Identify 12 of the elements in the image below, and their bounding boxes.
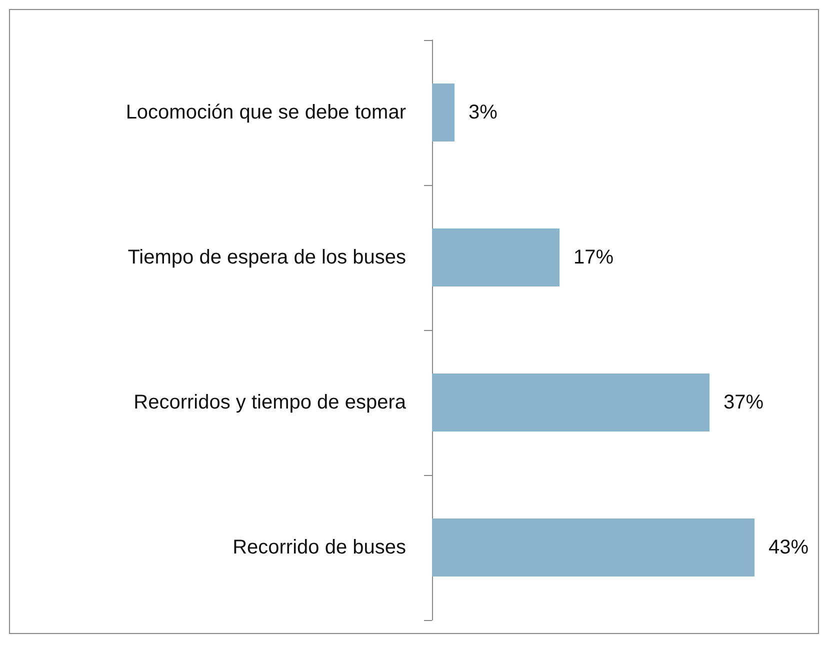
y-tick-label: Tiempo de espera de los buses [128,246,406,268]
y-tick-label: Locomoción que se debe tomar [126,102,406,124]
bar [432,374,710,432]
bar [432,518,754,576]
y-tick-label: Recorrido de buses [232,536,406,558]
data-label: 43% [768,536,809,558]
data-label: 3% [468,102,498,124]
y-tick-label: Recorridos y tiempo de espera [134,392,407,414]
data-label: 17% [574,246,614,268]
bar [432,84,454,142]
bar [432,228,560,286]
data-label: 37% [724,392,764,414]
